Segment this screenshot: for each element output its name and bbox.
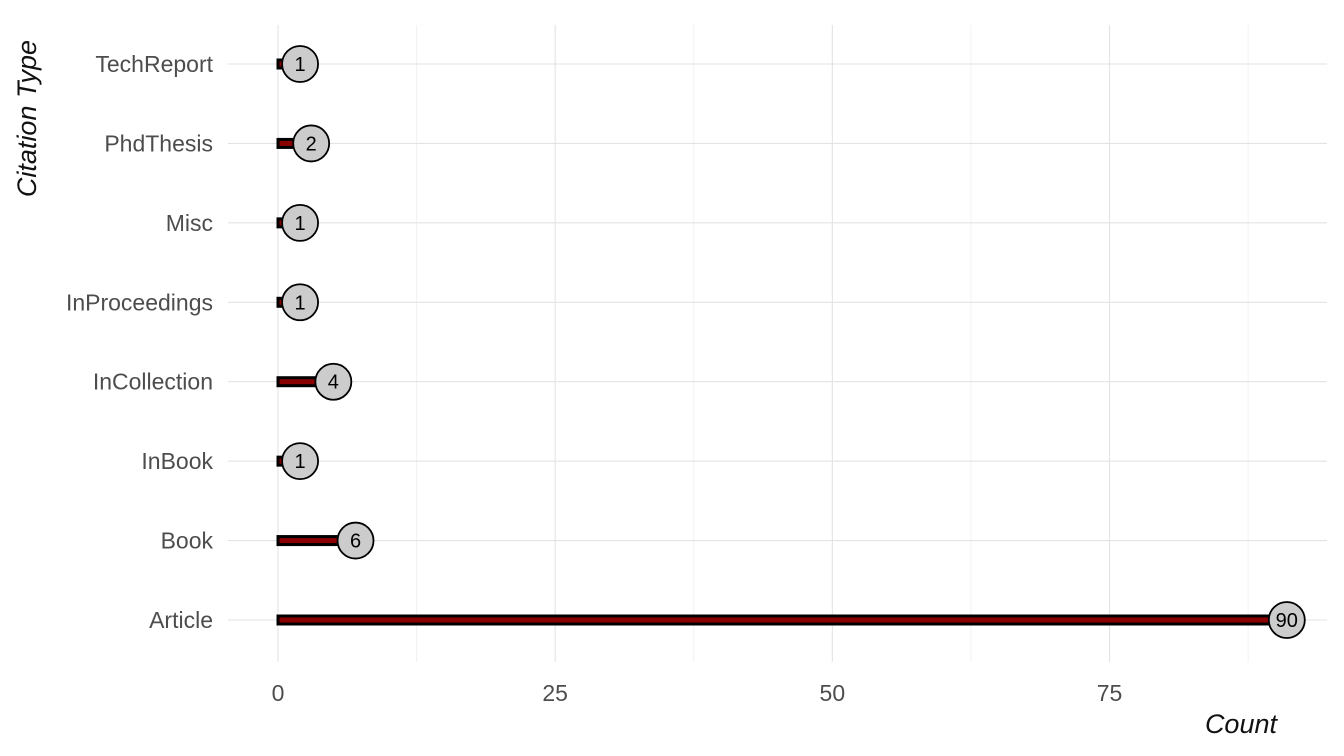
grid: [228, 25, 1327, 662]
y-tick-label: Misc: [166, 210, 213, 236]
bar: [279, 379, 321, 385]
point: [314, 362, 353, 401]
point: [292, 124, 331, 163]
y-tick-label: InCollection: [93, 369, 213, 395]
y-tick-label: PhdThesis: [104, 130, 213, 156]
bar: [279, 617, 1275, 623]
data-label: 1: [295, 54, 306, 76]
data-label: 1: [295, 292, 306, 314]
point: [281, 283, 319, 322]
y-tick-label: Article: [149, 607, 213, 633]
y-tick-labels: Article Book InBook InCollection InProceedin…: [66, 51, 214, 633]
x-tick-labels: 0 25 50 75: [272, 680, 1123, 706]
point: [281, 203, 319, 242]
data-label: 1: [295, 451, 306, 473]
x-axis-title: Count: [1205, 709, 1279, 739]
y-tick-label: TechReport: [95, 51, 213, 77]
point: [336, 521, 375, 560]
x-tick-label: 0: [272, 680, 285, 706]
y-axis-title: Citation Type: [12, 40, 42, 197]
bar: [279, 140, 299, 146]
data-label: 6: [350, 531, 361, 553]
points: 90 6 1 4 1 1 2 1: [281, 45, 1306, 639]
data-label: 1: [295, 213, 306, 235]
point: [1267, 601, 1306, 639]
x-tick-label: 75: [1097, 680, 1123, 706]
y-tick-label: InBook: [141, 448, 213, 474]
x-tick-label: 50: [820, 680, 846, 706]
data-label: 90: [1276, 610, 1298, 632]
bar: [279, 538, 344, 544]
data-label: 2: [306, 133, 317, 155]
y-tick-label: Book: [161, 528, 214, 554]
point: [281, 45, 319, 83]
y-tick-label: InProceedings: [66, 289, 213, 315]
data-label: 4: [328, 372, 339, 394]
point: [281, 442, 319, 481]
x-tick-label: 25: [542, 680, 568, 706]
